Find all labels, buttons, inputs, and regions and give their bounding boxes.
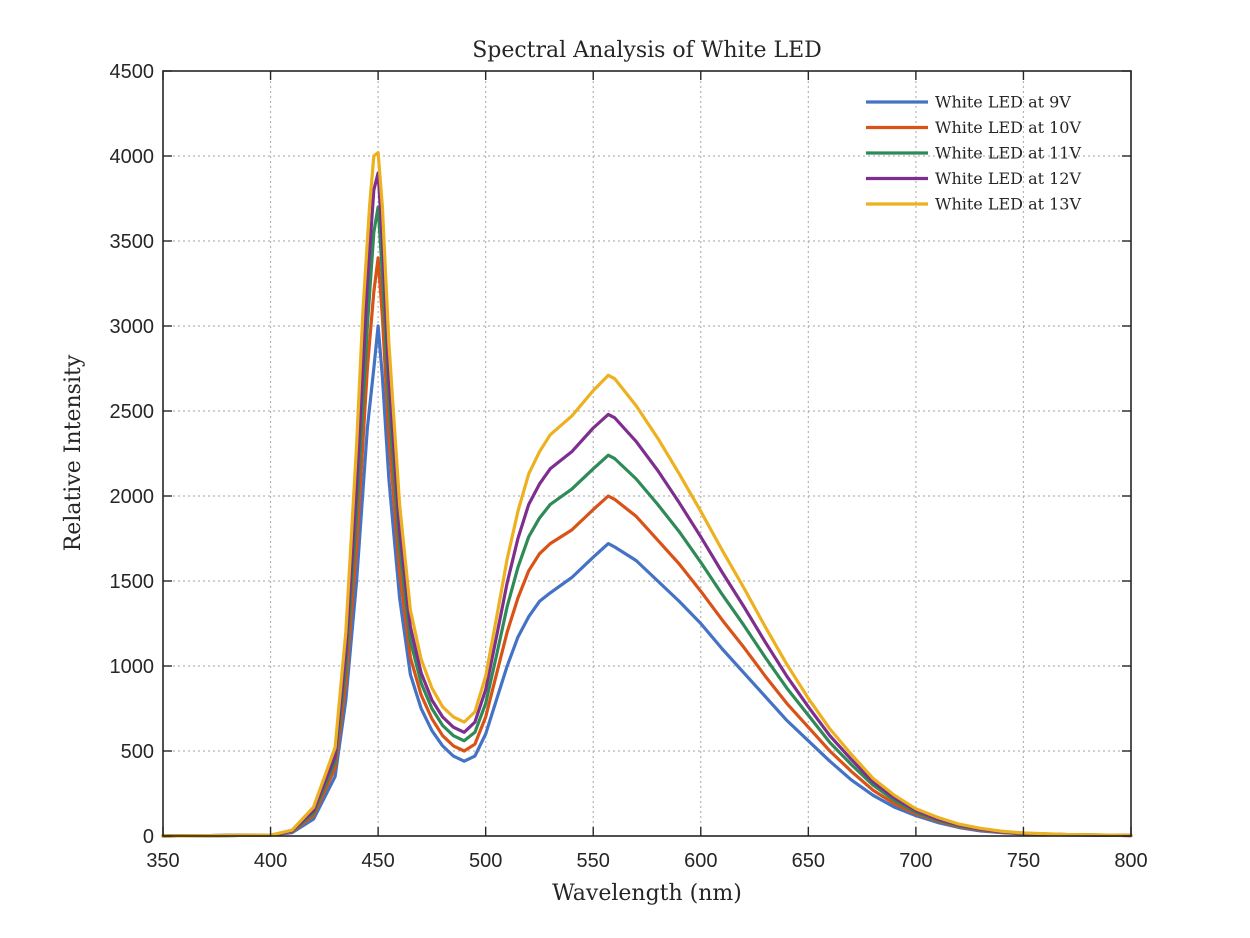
y-tick-label: 4000 [110, 146, 155, 168]
y-tick-label: 2000 [110, 486, 155, 508]
series-line-5 [161, 151, 1133, 838]
y-tick-label: 4500 [110, 61, 155, 83]
x-tick-label: 450 [361, 850, 394, 872]
y-tick-label: 1000 [110, 656, 155, 678]
legend-label-1: White LED at 9V [935, 93, 1071, 112]
x-tick-label: 700 [899, 850, 932, 872]
series-line-2 [161, 256, 1133, 838]
legend-label-4: White LED at 12V [935, 169, 1081, 188]
series-lines [161, 151, 1133, 838]
x-tick-label: 800 [1114, 850, 1147, 872]
x-tick-label: 350 [146, 850, 179, 872]
legend: White LED at 9V White LED at 10V White LED… [866, 93, 1081, 214]
grid [163, 71, 1131, 836]
legend-label-2: White LED at 10V [935, 118, 1081, 137]
y-tick-label: 3500 [110, 231, 155, 253]
x-tick-label: 750 [1007, 850, 1040, 872]
plot-area-frame [162, 70, 1132, 837]
series-line-4 [161, 171, 1133, 838]
legend-label-5: White LED at 13V [935, 195, 1081, 214]
axis-ticks: 350 400 450 500 550 600 650 700 750 800 0 500 1000 15… [110, 61, 1148, 872]
y-tick-label: 1500 [110, 571, 155, 593]
y-tick-label: 0 [143, 826, 154, 848]
x-tick-label: 550 [577, 850, 610, 872]
chart-title: Spectral Analysis of White LED [472, 38, 822, 63]
x-tick-label: 500 [469, 850, 502, 872]
series-line-1 [161, 324, 1133, 838]
y-tick-label: 3000 [110, 316, 155, 338]
y-tick-label: 2500 [110, 401, 155, 423]
x-tick-label: 400 [254, 850, 287, 872]
series-line-3 [161, 205, 1133, 838]
x-axis-label: Wavelength (nm) [552, 881, 742, 906]
x-tick-label: 650 [792, 850, 825, 872]
legend-label-3: White LED at 11V [935, 144, 1081, 163]
x-tick-label: 600 [684, 850, 717, 872]
y-tick-label: 500 [121, 741, 154, 763]
y-axis-label: Relative Intensity [61, 354, 86, 551]
